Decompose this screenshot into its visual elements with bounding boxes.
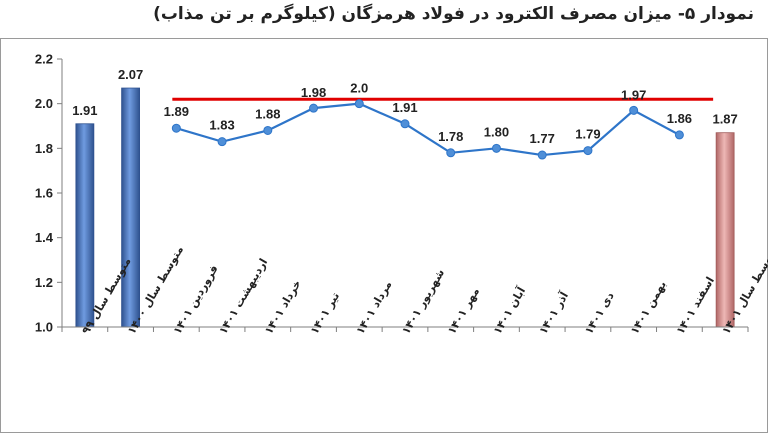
y-tick-label: 1.0 <box>35 320 53 335</box>
point-data-label: 1.77 <box>530 131 555 146</box>
data-point <box>354 99 364 109</box>
data-point <box>400 119 410 129</box>
bar <box>75 123 95 328</box>
point-data-label: 1.91 <box>392 100 417 115</box>
point-data-label: 1.79 <box>575 127 600 142</box>
data-point <box>674 130 684 140</box>
x-tick-label: اردیبهشت ۱۴۰۱ <box>216 256 270 336</box>
x-tick-label: آبان ۱۴۰۱ <box>490 284 528 336</box>
data-point <box>537 150 547 160</box>
y-tick-label: 1.8 <box>35 141 53 156</box>
data-point <box>217 137 227 147</box>
x-tick-label: تیر ۱۴۰۱ <box>308 290 342 336</box>
y-axis: 1.0 1.2 1.4 1.6 1.8 2.0 2.2 <box>35 52 63 335</box>
y-tick-label: 1.2 <box>35 275 53 290</box>
bar <box>715 132 735 328</box>
y-tick-label: 2.2 <box>35 52 53 67</box>
x-tick-label: مهر ۱۴۰۱ <box>445 285 482 336</box>
x-tick-label: بهمن ۱۴۰۱ <box>628 279 669 337</box>
data-point <box>491 143 501 153</box>
data-point <box>446 148 456 158</box>
point-data-label: 1.86 <box>667 111 692 126</box>
bar-series <box>75 87 735 328</box>
bar-data-label: 1.87 <box>712 112 737 127</box>
x-tick-label: خرداد ۱۴۰۱ <box>262 278 304 337</box>
point-data-label: 1.98 <box>301 85 326 100</box>
x-tick-label: شهریور ۱۴۰۱ <box>399 267 447 337</box>
y-tick-label: 2.0 <box>35 96 53 111</box>
data-labels: 1.91 2.07 1.87 1.89 1.83 1.88 1.98 2.0 1.91 1.78 1… <box>72 67 738 146</box>
bar <box>121 87 140 328</box>
line-series <box>171 99 684 160</box>
chart-title: نمودار ۵- میزان مصرف الکترود در فولاد هر… <box>153 4 754 24</box>
x-tick-label: فروردین ۱۴۰۱ <box>171 263 221 337</box>
y-tick-label: 1.4 <box>35 230 54 245</box>
bar-data-label: 1.91 <box>72 103 97 118</box>
point-data-label: 1.89 <box>164 104 189 119</box>
bar-data-label: 2.07 <box>118 67 143 82</box>
point-data-label: 1.80 <box>484 124 509 139</box>
y-tick-label: 1.6 <box>35 186 53 201</box>
point-data-label: 2.0 <box>350 81 368 96</box>
point-data-label: 1.78 <box>438 129 463 144</box>
data-point <box>629 105 639 115</box>
data-point <box>583 146 593 156</box>
x-tick-label: مرداد ۱۴۰۱ <box>354 279 395 337</box>
point-data-label: 1.88 <box>255 106 280 121</box>
data-point <box>263 125 273 135</box>
data-point <box>309 103 319 113</box>
x-tick-label: آذر ۱۴۰۱ <box>536 289 571 336</box>
series-line <box>176 102 680 157</box>
chart-border <box>0 38 768 433</box>
point-data-label: 1.97 <box>621 87 646 102</box>
data-point <box>171 123 181 133</box>
x-tick-label: دی ۱۴۰۱ <box>582 289 617 336</box>
point-data-label: 1.83 <box>209 118 234 133</box>
